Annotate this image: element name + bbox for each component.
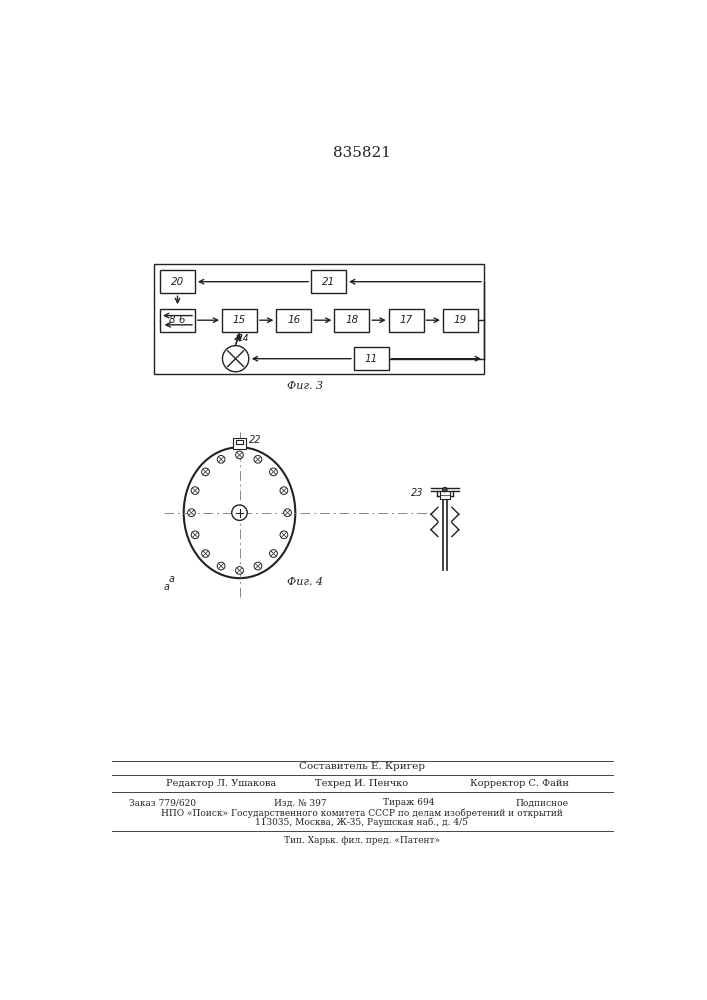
Text: 17: 17 [399, 315, 413, 325]
Text: Изд. № 397: Изд. № 397 [274, 798, 327, 807]
Circle shape [443, 487, 448, 492]
Ellipse shape [184, 447, 296, 578]
Circle shape [217, 562, 225, 570]
Bar [222, 309, 257, 332]
Text: Составитель Е. Кригер: Составитель Е. Кригер [299, 762, 425, 771]
Circle shape [191, 531, 199, 539]
Circle shape [187, 509, 195, 517]
Bar [440, 491, 450, 499]
Circle shape [284, 509, 291, 517]
Bar [311, 270, 346, 293]
Text: a: a [164, 582, 170, 592]
Text: Техред И. Пенчко: Техред И. Пенчко [315, 779, 409, 788]
Circle shape [201, 550, 209, 557]
Circle shape [223, 346, 249, 372]
Bar [160, 309, 195, 332]
Text: 20: 20 [171, 277, 184, 287]
Bar [443, 309, 478, 332]
Circle shape [235, 567, 243, 574]
Text: 16: 16 [287, 315, 300, 325]
Circle shape [254, 455, 262, 463]
Text: 113035, Москва, Ж-35, Раушская наб., д. 4/5: 113035, Москва, Ж-35, Раушская наб., д. … [255, 817, 469, 827]
Text: Редактор Л. Ушакова: Редактор Л. Ушакова [166, 779, 276, 788]
Text: Тип. Харьк. фил. пред. «Патент»: Тип. Харьк. фил. пред. «Патент» [284, 836, 440, 845]
Circle shape [269, 550, 277, 557]
Bar [334, 309, 369, 332]
Text: a: a [168, 574, 175, 584]
Bar [160, 270, 195, 293]
Text: 22: 22 [249, 435, 262, 445]
Text: 8 6: 8 6 [169, 315, 186, 325]
Text: 23: 23 [411, 488, 423, 498]
Text: Заказ 779/620: Заказ 779/620 [129, 798, 196, 807]
Text: Тираж 694: Тираж 694 [383, 798, 434, 807]
Text: 14: 14 [237, 334, 249, 343]
Text: 18: 18 [345, 315, 358, 325]
Text: 15: 15 [233, 315, 246, 325]
Text: Фиг. 3: Фиг. 3 [287, 381, 323, 391]
Circle shape [235, 451, 243, 459]
Circle shape [232, 505, 247, 520]
Text: 835821: 835821 [333, 146, 391, 160]
Circle shape [280, 487, 288, 494]
Bar [154, 264, 484, 374]
Text: Подписное: Подписное [516, 798, 569, 807]
Circle shape [269, 468, 277, 476]
Text: 11: 11 [365, 354, 378, 364]
Text: Корректор С. Файн: Корректор С. Файн [470, 779, 569, 788]
Circle shape [191, 487, 199, 494]
Circle shape [254, 562, 262, 570]
Text: НПО «Поиск» Государственного комитета СССР по делам изобретений и открытий: НПО «Поиск» Государственного комитета СС… [161, 808, 563, 818]
Bar [233, 438, 246, 449]
Bar [389, 309, 423, 332]
Bar [235, 440, 243, 444]
Bar [276, 309, 311, 332]
Text: 21: 21 [322, 277, 335, 287]
Circle shape [217, 455, 225, 463]
Circle shape [201, 468, 209, 476]
Circle shape [280, 531, 288, 539]
Text: 19: 19 [454, 315, 467, 325]
Text: Фиг. 4: Фиг. 4 [287, 577, 323, 587]
Bar [354, 347, 389, 370]
